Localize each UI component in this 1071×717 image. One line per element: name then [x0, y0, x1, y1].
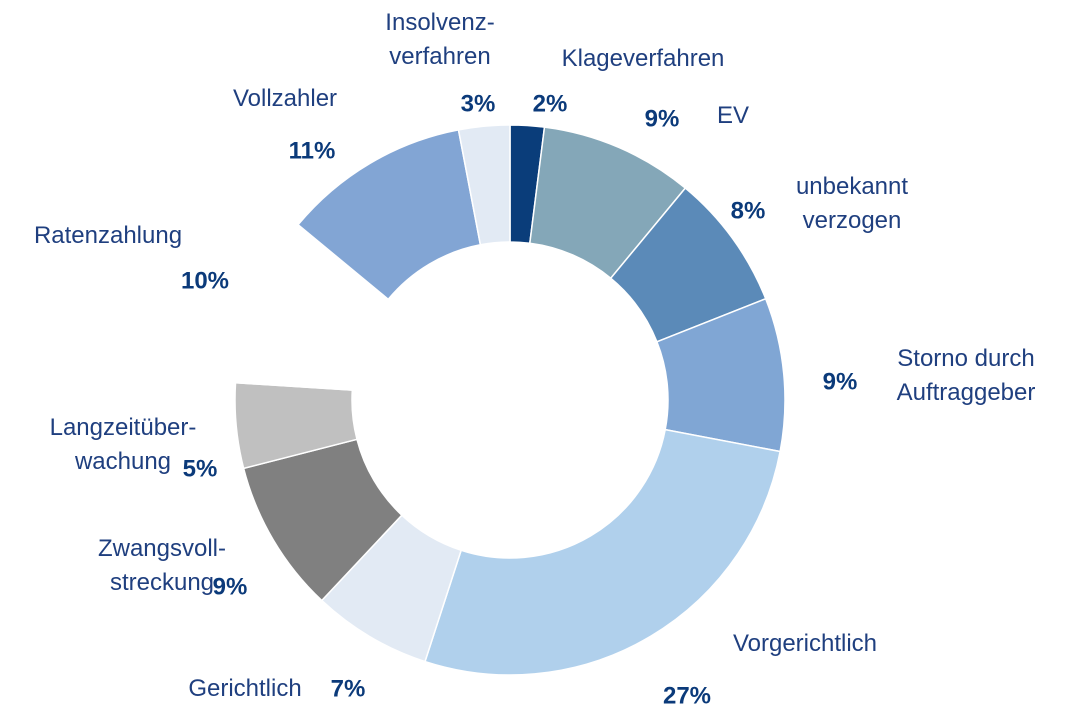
category-label: Vollzahler: [233, 85, 337, 112]
value-label: 7%: [331, 675, 366, 702]
value-label: 5%: [183, 455, 218, 482]
category-label: EV: [717, 102, 749, 129]
value-label: 3%: [461, 90, 496, 117]
value-label: 9%: [823, 368, 858, 395]
value-label: 9%: [645, 105, 680, 132]
category-label: Insolvenz-verfahren: [385, 9, 494, 70]
category-label: Storno durch Auftraggeber: [897, 345, 1036, 406]
donut-segment: [424, 428, 782, 676]
value-label: 10%: [181, 267, 229, 294]
category-label: Ratenzahlung: [34, 222, 182, 249]
category-label: Vorgerichtlich: [733, 630, 877, 657]
category-label: unbekannt verzogen: [796, 173, 908, 234]
category-label: Zwangsvoll-streckung: [98, 535, 226, 596]
donut-segment: [457, 124, 511, 246]
category-label: Langzeitüber-wachung: [50, 414, 197, 475]
value-label: 27%: [663, 682, 711, 709]
value-label: 8%: [731, 197, 766, 224]
value-label: 11%: [289, 137, 336, 164]
value-label: 9%: [213, 573, 248, 600]
category-label: Klageverfahren: [562, 45, 725, 72]
value-label: 2%: [533, 90, 568, 117]
category-label: Gerichtlich: [188, 675, 301, 702]
